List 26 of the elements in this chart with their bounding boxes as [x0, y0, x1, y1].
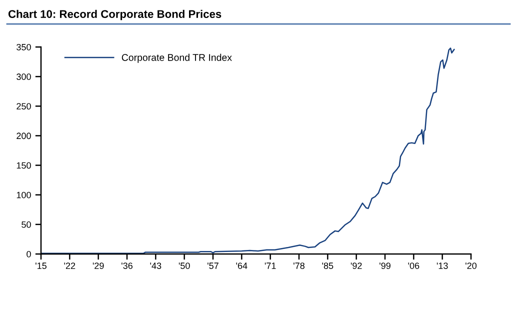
y-tick-label: 50 [22, 221, 31, 228]
x-tick-label: '57 [208, 262, 218, 269]
x-tick-label: '06 [408, 262, 420, 269]
text: Corporate Bond TR Index [122, 54, 232, 63]
y-tick-label: 150 [16, 162, 31, 169]
x-tick-label: '85 [322, 262, 334, 269]
y-tick-label: 350 [16, 44, 31, 50]
y-tick-label: 300 [16, 74, 31, 80]
x-tick-label: '36 [122, 262, 132, 269]
x-tick-label: '92 [350, 262, 362, 269]
x-tick-label: '29 [92, 262, 104, 269]
y-tick-label: 250 [16, 103, 31, 110]
x-tick-label: '22 [64, 262, 76, 269]
x-tick-label: '71 [264, 262, 276, 269]
x-tick-label: '20 [466, 262, 477, 269]
y-tick-label: 100 [16, 192, 31, 198]
x-tick-label: '78 [294, 262, 304, 269]
x-tick-label: '64 [236, 262, 248, 269]
x-tick-label: '43 [150, 262, 162, 269]
x-tick-label: '13 [436, 262, 448, 269]
y-tick-label: 200 [16, 132, 31, 140]
x-tick-label: '99 [380, 262, 390, 269]
x-tick-label: '50 [178, 262, 190, 269]
chart-title: Chart 10: Record Corporate Bond Prices [8, 10, 222, 20]
y-tick-label: 0 [26, 250, 31, 258]
x-tick-label: '15 [36, 262, 47, 269]
